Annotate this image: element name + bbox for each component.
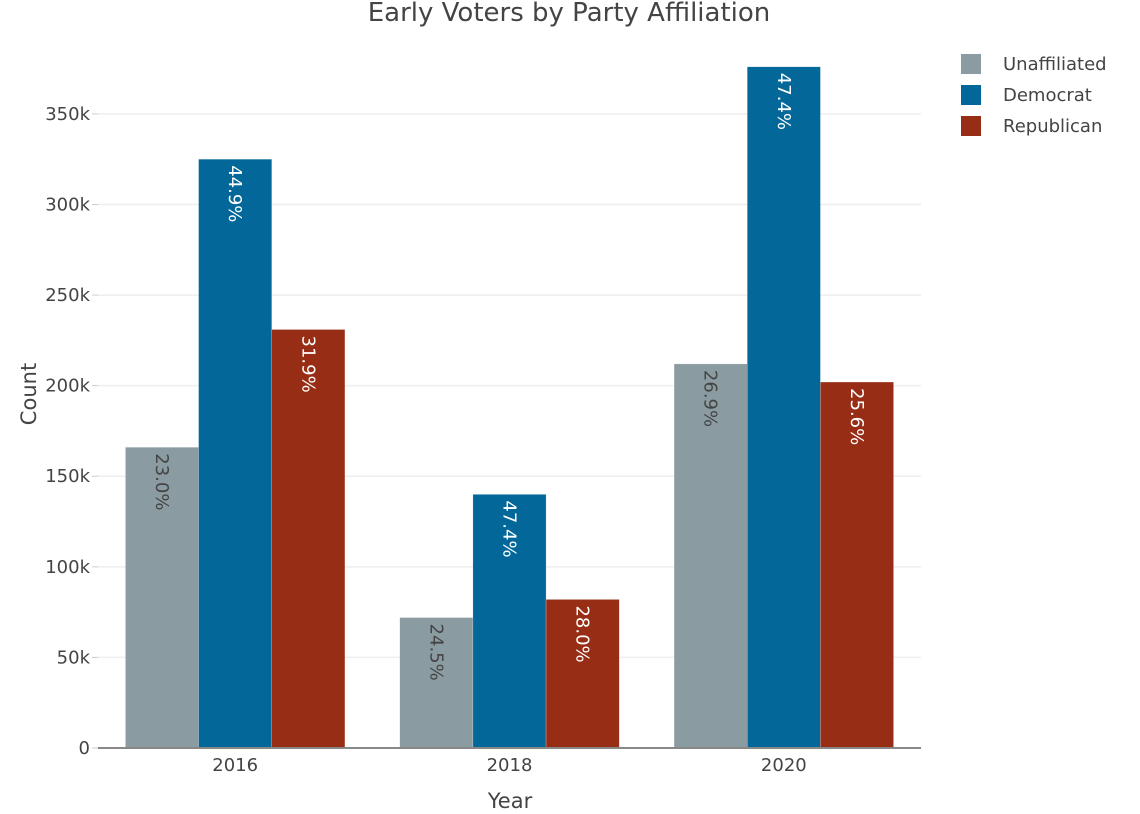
x-tick-label: 2016: [212, 755, 258, 776]
x-axis: 2016 2018 2020: [98, 747, 921, 776]
bar-republican-2016: [271, 329, 346, 749]
legend: Unaffiliated Democrat Republican: [961, 54, 1107, 137]
legend-label: Unaffiliated: [1003, 54, 1107, 75]
legend-swatch: [961, 116, 981, 136]
y-tick-label: 300k: [45, 194, 90, 215]
bar-unaffiliated-2020: [673, 363, 748, 749]
bar-label: 23.0%: [151, 453, 172, 510]
legend-item-democrat[interactable]: Democrat: [961, 85, 1092, 106]
legend-item-republican[interactable]: Republican: [961, 116, 1102, 137]
y-tick-label: 150k: [45, 466, 90, 487]
y-tick-label: 350k: [45, 104, 90, 125]
y-tick-label: 0: [79, 738, 90, 759]
x-tick-label: 2020: [761, 755, 807, 776]
y-tick-label: 250k: [45, 285, 90, 306]
bar-label: 44.9%: [224, 165, 245, 222]
bar-label: 26.9%: [700, 370, 721, 427]
bar-label: 31.9%: [297, 336, 318, 393]
y-tick-label: 100k: [45, 557, 90, 578]
legend-item-unaffiliated[interactable]: Unaffiliated: [961, 54, 1107, 75]
bar-label: 28.0%: [572, 605, 593, 662]
bar-label: 24.5%: [425, 624, 446, 681]
bar-republican-2020: [820, 381, 894, 749]
y-axis: 0 50k 100k 150k 200k 250k 300k 350k: [45, 104, 98, 759]
y-axis-title: Count: [17, 363, 41, 425]
chart-title: Early Voters by Party Affiliation: [368, 0, 771, 28]
bars: 23.0% 44.9% 31.9% 24.5% 47.4% 28.0% 26.9% 47.4%…: [125, 66, 894, 749]
legend-label: Democrat: [1003, 85, 1092, 106]
y-tick-label: 50k: [57, 647, 91, 668]
bar-label: 25.6%: [846, 388, 867, 445]
bar-democrat-2018: [472, 494, 547, 749]
y-tick-label: 200k: [45, 376, 90, 397]
bar-label: 47.4%: [499, 500, 520, 557]
x-tick-label: 2018: [487, 755, 533, 776]
bar-unaffiliated-2018: [399, 617, 474, 749]
bar-democrat-2016: [198, 158, 272, 749]
legend-label: Republican: [1003, 116, 1102, 137]
bar-democrat-2020: [747, 66, 821, 749]
legend-swatch: [961, 85, 981, 105]
bar-republican-2018: [545, 599, 620, 749]
bar-label: 47.4%: [773, 73, 794, 130]
legend-swatch: [961, 54, 981, 74]
x-axis-title: Year: [487, 789, 533, 813]
